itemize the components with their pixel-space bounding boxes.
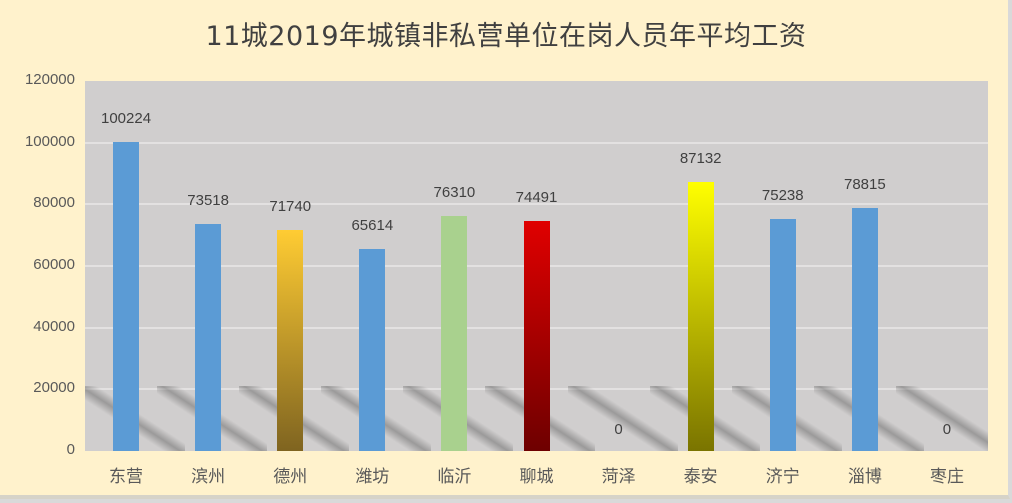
bar-shadow: [895, 386, 988, 451]
chart-title: 11城2019年城镇非私营单位在岗人员年平均工资: [205, 21, 807, 52]
data-label: 75238: [761, 187, 804, 205]
x-tick-label: 济宁: [765, 467, 800, 487]
y-tick-label: 120000: [24, 71, 75, 88]
x-tick-label: 枣庄: [929, 467, 964, 487]
data-label: 0: [942, 421, 952, 438]
x-tick-label: 潍坊: [355, 467, 390, 487]
y-tick-label: 100000: [24, 132, 75, 150]
bar-1[interactable]: [113, 141, 140, 451]
data-label: 65614: [351, 216, 394, 234]
bar-2[interactable]: [195, 224, 222, 451]
x-tick-label: 德州: [273, 467, 308, 487]
gridline: [85, 203, 988, 206]
bar-3[interactable]: [277, 229, 304, 451]
bar-4[interactable]: [359, 248, 386, 451]
data-label: 0: [614, 421, 623, 438]
x-tick-label: 菏泽: [601, 467, 636, 487]
x-tick-label: 滨州: [191, 467, 226, 487]
bar-10[interactable]: [851, 208, 878, 451]
x-tick-label: 淄博: [847, 467, 882, 487]
bar-5[interactable]: [441, 215, 468, 451]
plot-area: [85, 81, 988, 451]
data-label: 76310: [433, 183, 476, 201]
x-tick-label: 聊城: [519, 467, 554, 487]
bar-8[interactable]: [687, 182, 714, 451]
data-label: 87132: [679, 150, 722, 168]
y-tick-label: 0: [66, 441, 75, 458]
x-tick-label: 东营: [109, 467, 144, 487]
bar-shadow: [567, 386, 678, 451]
bar-6[interactable]: [523, 221, 550, 451]
bar-9[interactable]: [769, 219, 796, 451]
y-tick-label: 20000: [33, 379, 75, 397]
data-label: 74491: [515, 189, 558, 207]
y-tick-label: 80000: [33, 194, 75, 212]
y-tick-label: 40000: [33, 317, 75, 335]
data-label: 71740: [269, 197, 312, 215]
gridline: [85, 141, 988, 144]
data-label: 100224: [101, 109, 152, 127]
x-tick-label: 泰安: [683, 467, 718, 487]
x-tick-label: 临沂: [437, 467, 472, 487]
data-label: 73518: [187, 192, 229, 210]
data-label: 78815: [844, 175, 886, 193]
y-tick-label: 60000: [33, 256, 75, 273]
